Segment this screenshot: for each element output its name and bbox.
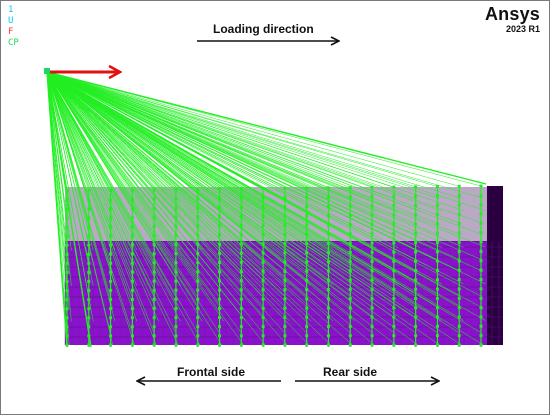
brand-version: 2023 R1 bbox=[505, 24, 540, 34]
loading-direction-label: Loading direction bbox=[213, 22, 314, 36]
brand-name: Ansys bbox=[484, 4, 540, 24]
legend-item-u: U bbox=[8, 16, 14, 26]
pilot-node bbox=[44, 68, 50, 74]
frontal-side-label: Frontal side bbox=[177, 365, 246, 379]
coupling-lines bbox=[46, 71, 487, 348]
ansys-logo: Ansys 2023 R1 bbox=[485, 5, 540, 35]
legend-item-cp: CP bbox=[8, 38, 19, 48]
legend-item-1: 1 bbox=[8, 5, 14, 15]
legend: 1 U F CP bbox=[8, 5, 19, 49]
legend-item-f: F bbox=[8, 27, 14, 37]
rear-side-label: Rear side bbox=[323, 365, 378, 379]
